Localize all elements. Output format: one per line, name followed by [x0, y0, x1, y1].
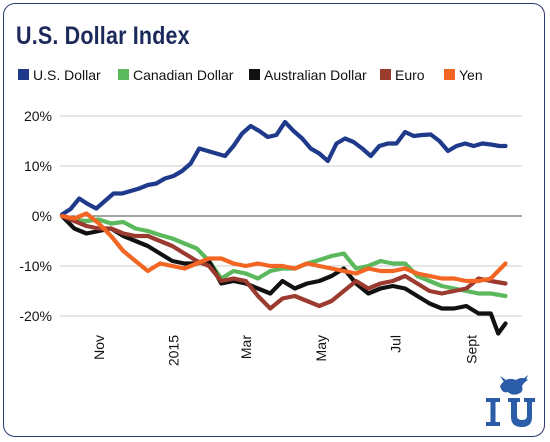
x-axis: Nov 2015 Mar May Jul Sept — [91, 335, 480, 366]
legend-label: Euro — [395, 67, 425, 83]
grid-lines — [60, 115, 522, 317]
series-line — [59, 213, 508, 311]
series-line — [59, 213, 508, 299]
legend-item: Australian Dollar — [249, 67, 367, 83]
legend-swatch — [118, 69, 129, 80]
y-tick-label: 20% — [24, 108, 52, 124]
y-tick-label: 10% — [24, 158, 52, 174]
chart-title: U.S. Dollar Index — [16, 22, 190, 50]
legend-label: U.S. Dollar — [33, 67, 101, 83]
series-lines — [59, 119, 508, 336]
y-axis: 20% 10% 0% -10% -20% — [19, 108, 52, 324]
x-tick-label: May — [313, 335, 329, 361]
series-line — [59, 213, 508, 336]
iu-logo-icon — [486, 375, 535, 427]
series-line — [59, 211, 508, 284]
x-tick-label: 2015 — [166, 335, 182, 366]
legend-item: Canadian Dollar — [118, 67, 234, 83]
y-tick-label: -20% — [19, 308, 52, 324]
legend-label: Australian Dollar — [264, 67, 367, 83]
legend-item: U.S. Dollar — [18, 67, 101, 83]
chart-legend: U.S. Dollar Canadian Dollar Australian Dol… — [18, 67, 483, 83]
legend-swatch — [444, 69, 455, 80]
legend-swatch — [380, 69, 391, 80]
x-tick-label: Nov — [91, 335, 107, 360]
legend-swatch — [18, 69, 29, 80]
legend-label: Yen — [459, 67, 483, 83]
legend-item: Euro — [380, 67, 425, 83]
x-tick-label: Sept — [464, 335, 480, 364]
legend-swatch — [249, 69, 260, 80]
series-line — [59, 119, 508, 217]
x-tick-label: Mar — [238, 335, 254, 359]
legend-label: Canadian Dollar — [133, 67, 234, 83]
y-tick-label: -10% — [19, 258, 52, 274]
legend-item: Yen — [444, 67, 483, 83]
y-tick-label: 0% — [32, 208, 52, 224]
x-tick-label: Jul — [388, 335, 404, 353]
